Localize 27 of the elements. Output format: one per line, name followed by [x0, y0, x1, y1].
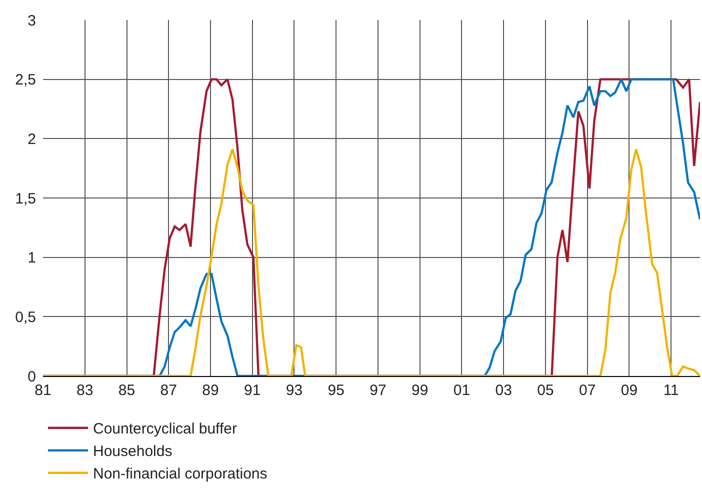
y-tick-label: 0 [28, 368, 36, 386]
x-tick-label: 91 [244, 382, 261, 399]
x-tick-label: 89 [202, 382, 219, 399]
x-tick-label: 03 [495, 382, 512, 399]
legend-label: Households [93, 443, 172, 460]
x-tick-label: 11 [663, 382, 679, 399]
x-tick-label: 05 [537, 382, 554, 399]
y-tick-label: 0,5 [15, 308, 36, 326]
x-tick-label: 93 [286, 382, 303, 399]
x-tick-label: 01 [453, 382, 470, 399]
legend-label: Non-financial corporations [93, 466, 268, 483]
x-tick-label: 87 [160, 382, 177, 399]
x-tick-label: 07 [579, 382, 596, 399]
y-tick-label: 1 [28, 250, 36, 267]
legend-label: Countercyclical buffer [93, 420, 237, 438]
x-tick-label: 83 [76, 382, 94, 399]
x-tick-label: 09 [620, 382, 638, 399]
x-tick-label: 99 [412, 382, 428, 399]
y-tick-label: 1,5 [15, 190, 36, 208]
y-tick-label: 3 [28, 12, 36, 30]
y-tick-label: 2 [28, 130, 36, 148]
x-tick-label: 95 [328, 382, 344, 399]
y-tick-label: 2,5 [15, 72, 36, 89]
x-tick-label: 97 [370, 382, 386, 399]
x-tick-label: 81 [34, 382, 52, 399]
x-tick-label: 85 [118, 382, 136, 399]
line-series [43, 148, 700, 376]
